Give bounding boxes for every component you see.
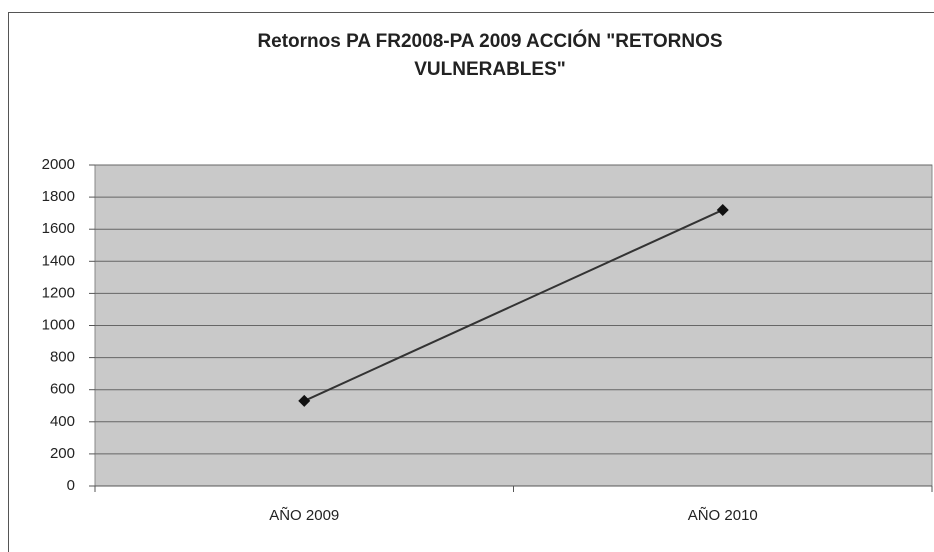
- y-tick-label: 800: [50, 349, 75, 366]
- y-tick-label: 1200: [42, 284, 75, 301]
- y-tick-label: 0: [67, 477, 75, 494]
- x-tick-label: AÑO 2009: [269, 507, 339, 524]
- y-tick-label: 200: [50, 445, 75, 462]
- y-tick-label: 400: [50, 413, 75, 430]
- marker: [298, 394, 311, 407]
- y-tick-label: 600: [50, 381, 75, 398]
- x-tick-label: AÑO 2010: [688, 507, 758, 524]
- y-tick-label: 1800: [42, 188, 75, 205]
- y-tick-label: 2000: [42, 156, 75, 173]
- y-tick-label: 1400: [42, 252, 75, 269]
- chart-title: Retornos PA FR2008-PA 2009 ACCIÓN "RETOR…: [257, 31, 723, 80]
- marker: [716, 203, 729, 216]
- line: [303, 209, 724, 402]
- y-tick-label: 1600: [42, 220, 75, 237]
- y-tick-label: 1000: [42, 316, 75, 333]
- chart-frame: [8, 12, 934, 552]
